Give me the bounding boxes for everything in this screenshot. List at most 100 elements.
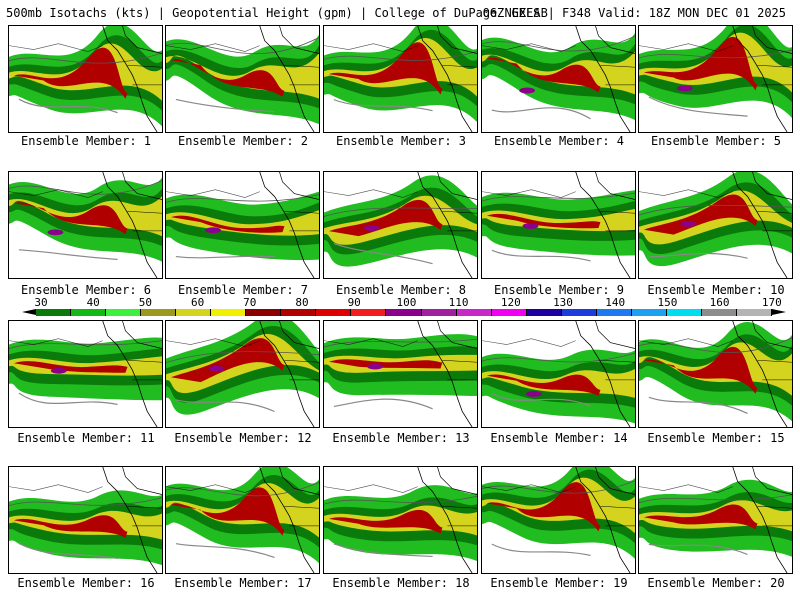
colorbar-right-arrow — [772, 309, 786, 315]
jet-stream-map — [639, 172, 792, 278]
colorbar-tick-label: 60 — [190, 296, 205, 309]
jet-stream-map — [166, 467, 319, 573]
ensemble-member-label: Ensemble Member: 13 — [332, 431, 470, 445]
ensemble-map-panel — [8, 25, 163, 133]
jet-stream-map — [482, 172, 635, 278]
jet-stream-map — [324, 172, 477, 278]
colorbar-segment — [491, 309, 527, 316]
colorbar-segment — [666, 309, 702, 316]
colorbar-tick-label: 50 — [138, 296, 153, 309]
isotach-colorbar: 30 40 50 60 70 80 90 100 110 120 130 140 150 160 170 — [8, 296, 792, 320]
ensemble-member-label: Ensemble Member: 10 — [647, 283, 785, 297]
jet-stream-map — [639, 321, 792, 427]
colorbar-segment — [71, 309, 107, 316]
ensemble-member-label: Ensemble Member: 7 — [177, 283, 309, 297]
colorbar-tick-label: 30 — [34, 296, 48, 309]
colorbar-tick-label: 140 — [605, 296, 626, 309]
colorbar-segment — [736, 309, 772, 316]
ensemble-map-panel — [638, 466, 793, 574]
ensemble-member-label: Ensemble Member: 1 — [20, 134, 152, 148]
ensemble-member-label: Ensemble Member: 19 — [490, 576, 628, 590]
colorbar-segment — [351, 309, 387, 316]
jet-stream-map — [324, 26, 477, 132]
ensemble-member-label: Ensemble Member: 12 — [174, 431, 312, 445]
colorbar-segment — [596, 309, 632, 316]
ensemble-member-label: Ensemble Member: 5 — [650, 134, 782, 148]
colorbar-tick-label: 160 — [709, 296, 730, 309]
colorbar-tick-label: 40 — [86, 296, 100, 309]
ensemble-map-panel — [638, 320, 793, 428]
chart-title: 500mb Isotachs (kts) | Geopotential Heig… — [6, 6, 548, 20]
jet-stream-map — [9, 26, 162, 132]
ensemble-member-label: Ensemble Member: 4 — [493, 134, 625, 148]
colorbar-segment — [281, 309, 317, 316]
ensemble-member-label: Ensemble Member: 20 — [647, 576, 785, 590]
ensemble-member-label: Ensemble Member: 11 — [17, 431, 155, 445]
jet-stream-map — [324, 467, 477, 573]
colorbar-segment — [386, 309, 422, 316]
colorbar-tick-label: 90 — [347, 296, 361, 309]
ensemble-map-panel — [165, 320, 320, 428]
jet-stream-map — [482, 321, 635, 427]
colorbar-segment — [316, 309, 352, 316]
colorbar-segment — [561, 309, 597, 316]
colorbar-tick-label: 150 — [657, 296, 678, 309]
ensemble-map-panel — [323, 25, 478, 133]
colorbar-left-arrow — [22, 309, 36, 315]
ensemble-member-label: Ensemble Member: 18 — [332, 576, 470, 590]
colorbar-segment — [456, 309, 492, 316]
jet-stream-map — [166, 172, 319, 278]
ensemble-map-panel — [481, 25, 636, 133]
colorbar-segment — [176, 309, 212, 316]
colorbar-segment — [631, 309, 667, 316]
colorbar-segment — [211, 309, 247, 316]
jet-stream-map — [482, 26, 635, 132]
ensemble-map-panel — [638, 171, 793, 279]
colorbar-bar — [36, 309, 772, 316]
ensemble-map-panel — [481, 466, 636, 574]
jet-stream-map — [166, 26, 319, 132]
jet-stream-map — [9, 467, 162, 573]
colorbar-segment — [36, 309, 72, 316]
ensemble-member-label: Ensemble Member: 15 — [647, 431, 785, 445]
ensemble-map-panel — [165, 25, 320, 133]
ensemble-member-label: Ensemble Member: 17 — [174, 576, 312, 590]
colorbar-tick-label: 120 — [500, 296, 521, 309]
ensemble-member-label: Ensemble Member: 2 — [177, 134, 309, 148]
ensemble-map-panel — [8, 171, 163, 279]
jet-stream-map — [639, 26, 792, 132]
jet-stream-map — [166, 321, 319, 427]
ensemble-map-panel — [8, 320, 163, 428]
ensemble-member-label: Ensemble Member: 8 — [335, 283, 467, 297]
colorbar-tick-label: 110 — [448, 296, 469, 309]
ensemble-map-panel — [165, 171, 320, 279]
ensemble-map-panel — [481, 320, 636, 428]
ensemble-map-panel — [165, 466, 320, 574]
colorbar-segment — [421, 309, 457, 316]
ensemble-map-panel — [323, 320, 478, 428]
ensemble-map-panel — [323, 466, 478, 574]
jet-stream-map — [324, 321, 477, 427]
ensemble-member-label: Ensemble Member: 3 — [335, 134, 467, 148]
colorbar-segment — [701, 309, 737, 316]
colorbar-tick-label: 80 — [295, 296, 309, 309]
ensemble-member-label: Ensemble Member: 16 — [17, 576, 155, 590]
ensemble-member-label: Ensemble Member: 9 — [493, 283, 625, 297]
jet-stream-map — [639, 467, 792, 573]
ensemble-map-panel — [638, 25, 793, 133]
ensemble-map-panel — [8, 466, 163, 574]
colorbar-tick-label: 100 — [396, 296, 417, 309]
jet-stream-map — [482, 467, 635, 573]
colorbar-segment — [246, 309, 282, 316]
jet-stream-map — [9, 321, 162, 427]
run-valid-time: 06Z GEFS | F348 Valid: 18Z MON DEC 01 20… — [482, 6, 786, 20]
ensemble-member-label: Ensemble Member: 14 — [490, 431, 628, 445]
ensemble-map-panel — [481, 171, 636, 279]
ensemble-member-label: Ensemble Member: 6 — [20, 283, 152, 297]
colorbar-segment — [141, 309, 177, 316]
colorbar-segment — [526, 309, 562, 316]
colorbar-tick-label: 130 — [553, 296, 573, 309]
colorbar-tick-label: 170 — [761, 296, 782, 309]
ensemble-map-panel — [323, 171, 478, 279]
jet-stream-map — [9, 172, 162, 278]
